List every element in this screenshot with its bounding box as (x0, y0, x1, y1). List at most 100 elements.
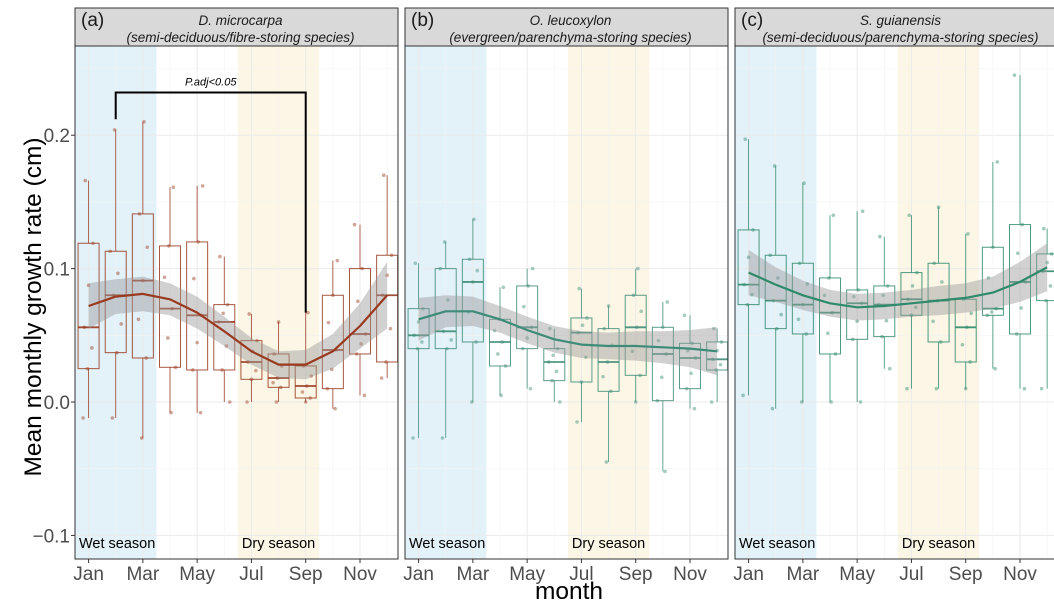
data-point (86, 283, 91, 288)
data-point (441, 329, 446, 334)
data-point (440, 436, 445, 440)
x-tick-label: Jul (569, 564, 593, 585)
y-tick-label: 0.0 (44, 393, 70, 414)
data-point (474, 340, 478, 344)
data-point (661, 325, 665, 330)
data-point (335, 258, 340, 263)
data-point (325, 386, 330, 391)
data-point (994, 306, 998, 311)
panel-label: (c) (741, 10, 763, 31)
data-point (412, 333, 416, 338)
data-point (746, 255, 751, 260)
data-point (276, 320, 281, 324)
data-point (271, 380, 275, 385)
x-axis-title: month (535, 578, 603, 605)
data-point (385, 273, 389, 278)
data-point (438, 266, 443, 271)
box-sep (624, 266, 647, 404)
data-point (142, 120, 146, 124)
data-point (585, 316, 589, 320)
data-point (885, 284, 890, 288)
x-tick-label: Nov (343, 564, 377, 585)
data-point (909, 313, 914, 318)
data-point (636, 266, 640, 271)
data-point (776, 276, 780, 280)
data-point (993, 366, 997, 371)
data-point (382, 173, 386, 178)
data-point (356, 299, 360, 304)
data-point (388, 326, 393, 331)
dry-season-label: Dry season (902, 536, 975, 552)
data-point (659, 375, 664, 380)
data-point (936, 205, 941, 210)
data-point (932, 261, 936, 266)
data-point (577, 286, 582, 291)
data-point (858, 400, 863, 404)
data-point (445, 346, 449, 351)
data-point (1014, 332, 1019, 336)
data-point (604, 460, 609, 464)
box-body (570, 317, 593, 383)
data-point (379, 376, 384, 380)
data-point (305, 384, 309, 388)
data-point (82, 325, 86, 330)
data-point (855, 319, 859, 324)
data-point (580, 323, 585, 328)
box-may (846, 209, 869, 404)
data-point (965, 325, 969, 330)
box-sep (294, 310, 317, 404)
data-point (415, 346, 420, 351)
x-tick-label: Sep (619, 564, 653, 585)
box-aug (267, 320, 290, 404)
significance-bracket (114, 91, 307, 313)
box-body (954, 298, 977, 363)
data-point (255, 338, 259, 343)
data-point (779, 312, 784, 317)
data-point (833, 352, 838, 356)
data-point (501, 285, 506, 290)
data-point (167, 244, 171, 248)
data-point (743, 137, 748, 142)
box-jun (873, 234, 896, 371)
data-point (249, 377, 254, 382)
data-point (141, 278, 145, 283)
data-point (326, 320, 331, 325)
data-point (742, 282, 746, 287)
data-point (1023, 280, 1028, 284)
box-body (981, 246, 1004, 316)
data-point (905, 386, 909, 391)
data-point (171, 185, 176, 190)
data-point (352, 222, 357, 227)
data-point (116, 271, 120, 276)
x-tick-label: Mar (126, 564, 159, 585)
data-point (741, 393, 745, 398)
box-body (819, 277, 841, 355)
data-point (995, 160, 1000, 164)
data-point (584, 355, 588, 360)
box-body (679, 342, 701, 390)
data-point (420, 340, 424, 344)
data-point (529, 325, 534, 330)
data-point (991, 245, 995, 250)
box-dec (706, 326, 729, 404)
data-point (555, 346, 560, 351)
data-point (656, 338, 661, 343)
data-point (608, 389, 613, 394)
data-point (247, 312, 252, 316)
data-point (914, 305, 918, 310)
data-point (989, 310, 994, 314)
data-point (442, 240, 447, 244)
data-point (745, 302, 750, 307)
data-point (1016, 251, 1020, 256)
x-tick-label: Mar (786, 564, 819, 585)
data-point (416, 320, 421, 324)
box-body (764, 254, 787, 330)
data-point (655, 398, 660, 403)
box-body (624, 294, 647, 376)
box-mar (461, 217, 484, 404)
data-point (380, 293, 385, 298)
box-may (186, 184, 209, 415)
data-point (421, 306, 425, 311)
data-point (630, 349, 635, 354)
panel-title-species: S. guianensis (860, 13, 941, 28)
